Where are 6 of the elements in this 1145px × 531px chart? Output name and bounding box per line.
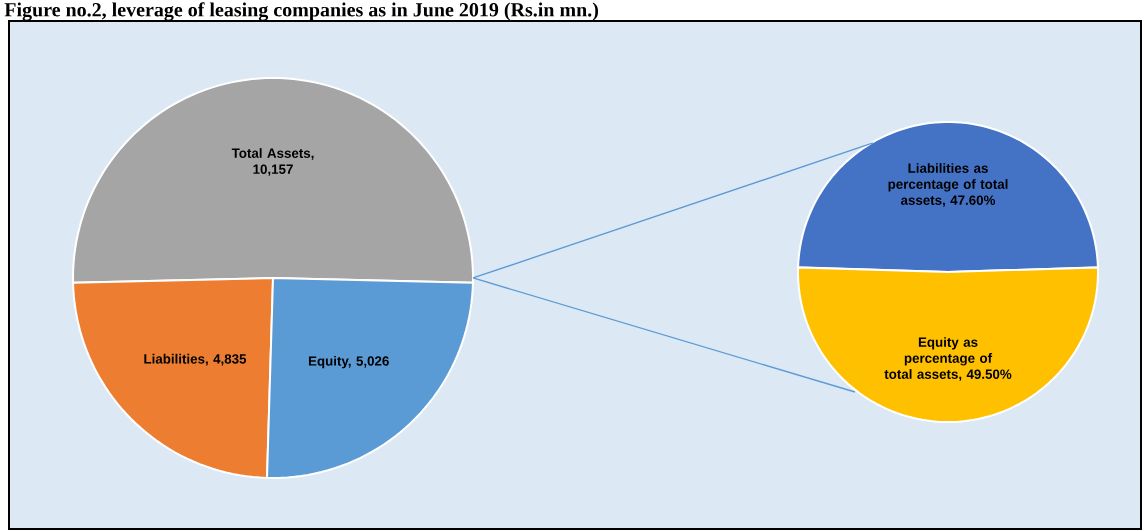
- slice-label: Liabilities, 4,835: [144, 353, 247, 366]
- slice-label: Total Assets, 10,157: [231, 148, 314, 176]
- slice-label: Liabilities as percentage of total assets, 47.60%: [888, 163, 1008, 207]
- slice-label: Equity, 5,026: [308, 355, 389, 369]
- slice-label: Equity as percentage of total assets, 49.50%: [884, 337, 1012, 381]
- chart-title: Figure no.2, leverage of leasing companies as in June 2019 (Rs.in mn.): [4, 2, 598, 21]
